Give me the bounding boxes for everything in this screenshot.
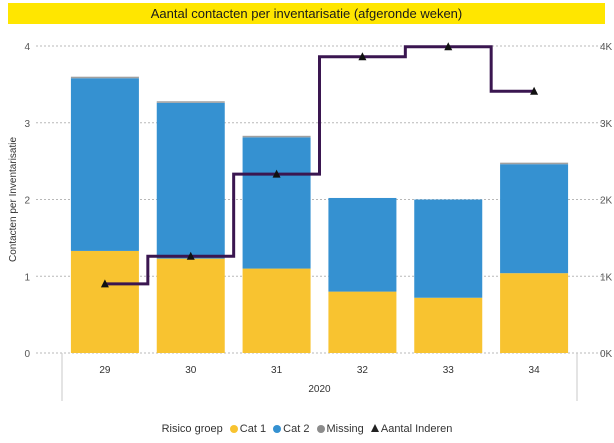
x-tick-label: 29	[99, 365, 111, 376]
bar-missing	[156, 101, 225, 103]
bar-missing	[70, 76, 139, 79]
bar-cat-2	[242, 137, 311, 269]
point-aantal-inderen	[358, 52, 367, 61]
legend-label-cat1: Cat 1	[239, 423, 267, 435]
y2-tick-label: 1K	[600, 272, 613, 283]
x-tick-label: 31	[271, 365, 283, 376]
y-tick-label: 1	[24, 272, 30, 283]
x-group-label: 2020	[308, 384, 331, 395]
x-tick-label: 32	[357, 365, 369, 376]
bar-cat-2	[70, 78, 139, 251]
chart-legend: Risico groep Cat 1 Cat 2 Missing Aantal …	[0, 423, 614, 435]
point-aantal-inderen	[272, 169, 281, 178]
bar-cat-1	[500, 273, 569, 353]
legend-item-cat1[interactable]: Cat 1	[229, 423, 267, 435]
bar-cat-1	[156, 258, 225, 353]
y2-tick-label: 0K	[600, 349, 613, 360]
legend-item-missing[interactable]: Missing	[316, 423, 364, 435]
y-tick-label: 3	[24, 119, 30, 130]
point-aantal-inderen	[186, 251, 195, 260]
y-tick-label: 0	[24, 349, 30, 360]
point-aantal-inderen	[444, 42, 453, 51]
y-axis-title: Contacten per Inventarisatie	[8, 137, 19, 263]
legend-label-missing: Missing	[326, 423, 364, 435]
legend-swatch-cat1	[229, 425, 238, 433]
legend-item-aantal-inderen[interactable]: Aantal Inderen	[370, 423, 453, 435]
bar-cat-2	[500, 164, 569, 274]
y2-tick-label: 3K	[600, 119, 613, 130]
bar-missing	[500, 162, 569, 165]
legend-label-aantal-inderen: Aantal Inderen	[380, 423, 453, 435]
x-tick-label: 34	[529, 365, 541, 376]
x-tick-label: 30	[185, 365, 197, 376]
bar-cat-1	[414, 297, 483, 353]
legend-label-cat2: Cat 2	[283, 423, 310, 435]
bar-cat-1	[70, 250, 139, 353]
bar-cat-2	[328, 197, 397, 292]
bar-cat-2	[156, 102, 225, 259]
legend-swatch-missing	[316, 425, 325, 433]
legend-title: Risico groep	[161, 423, 223, 435]
chart-title: Aantal contacten per inventarisatie (afg…	[8, 3, 605, 24]
point-aantal-inderen	[100, 279, 109, 288]
bar-cat-1	[242, 268, 311, 353]
y2-tick-label: 2K	[600, 196, 613, 207]
legend-item-cat2[interactable]: Cat 2	[273, 423, 309, 435]
bar-cat-1	[328, 291, 397, 353]
line-aantal-inderen	[104, 45, 535, 286]
x-tick-label: 33	[443, 365, 455, 376]
bar-cat-2	[414, 199, 483, 298]
point-aantal-inderen	[530, 86, 539, 95]
legend-swatch-cat2	[273, 425, 282, 433]
legend-marker-aantal-inderen	[370, 424, 379, 432]
bar-missing	[242, 135, 311, 138]
y-tick-label: 4	[24, 42, 30, 53]
y2-tick-label: 4K	[600, 42, 613, 53]
y-tick-label: 2	[24, 196, 30, 207]
